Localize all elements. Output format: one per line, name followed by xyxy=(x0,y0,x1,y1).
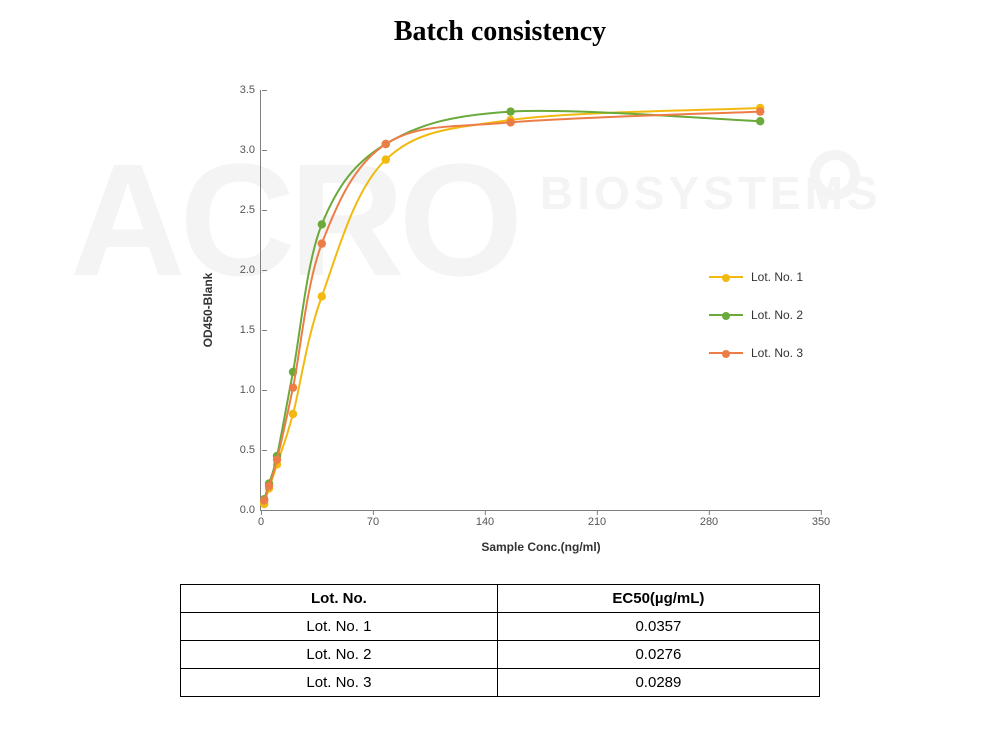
table-body: Lot. No. 10.0357Lot. No. 20.0276Lot. No.… xyxy=(181,613,820,697)
series-line xyxy=(264,108,760,504)
x-axis-label: Sample Conc.(ng/ml) xyxy=(481,540,600,554)
legend-label: Lot. No. 2 xyxy=(751,308,803,322)
table-row: Lot. No. 30.0289 xyxy=(181,669,820,697)
x-tick: 70 xyxy=(367,510,379,528)
table-cell: Lot. No. 3 xyxy=(181,669,498,697)
table-row: Lot. No. 20.0276 xyxy=(181,641,820,669)
table-cell: 0.0276 xyxy=(497,641,819,669)
legend-item: Lot. No. 2 xyxy=(709,308,803,322)
y-tick: 2.0 xyxy=(240,264,261,276)
table-cell: 0.0357 xyxy=(497,613,819,641)
series-marker xyxy=(260,496,268,504)
y-tick: 3.5 xyxy=(240,84,261,96)
x-tick: 0 xyxy=(258,510,264,528)
table-header-row: Lot. No. EC50(µg/mL) xyxy=(181,585,820,613)
x-tick: 280 xyxy=(700,510,718,528)
legend-item: Lot. No. 1 xyxy=(709,270,803,284)
series-marker xyxy=(318,292,326,300)
series-marker xyxy=(506,107,514,115)
series-marker xyxy=(265,482,273,490)
series-marker xyxy=(289,383,297,391)
y-axis-label: OD450-Blank xyxy=(201,273,215,348)
y-tick: 0.5 xyxy=(240,444,261,456)
series-marker xyxy=(756,117,764,125)
y-tick: 2.5 xyxy=(240,204,261,216)
chart: OD450-Blank Sample Conc.(ng/ml) Lot. No.… xyxy=(190,70,850,550)
series-marker xyxy=(289,410,297,418)
legend-line-icon xyxy=(709,276,743,278)
legend-line-icon xyxy=(709,314,743,316)
table-cell: 0.0289 xyxy=(497,669,819,697)
table-cell: Lot. No. 1 xyxy=(181,613,498,641)
x-tick: 350 xyxy=(812,510,830,528)
legend-item: Lot. No. 3 xyxy=(709,346,803,360)
plot-area: Sample Conc.(ng/ml) Lot. No. 1Lot. No. 2… xyxy=(260,90,821,511)
legend-line-icon xyxy=(709,352,743,354)
legend-marker-icon xyxy=(722,350,730,358)
x-tick: 140 xyxy=(476,510,494,528)
series-marker xyxy=(318,239,326,247)
ec50-table: Lot. No. EC50(µg/mL) Lot. No. 10.0357Lot… xyxy=(180,584,820,697)
x-tick: 210 xyxy=(588,510,606,528)
series-marker xyxy=(382,155,390,163)
series-marker xyxy=(382,140,390,148)
series-marker xyxy=(506,118,514,126)
series-marker xyxy=(273,455,281,463)
table-cell: Lot. No. 2 xyxy=(181,641,498,669)
table-header-lot: Lot. No. xyxy=(181,585,498,613)
legend-marker-icon xyxy=(722,312,730,320)
legend: Lot. No. 1 Lot. No. 2 Lot. No. 3 xyxy=(709,270,803,384)
series-marker xyxy=(756,107,764,115)
y-tick: 3.0 xyxy=(240,144,261,156)
table-row: Lot. No. 10.0357 xyxy=(181,613,820,641)
table-header-ec50: EC50(µg/mL) xyxy=(497,585,819,613)
series-marker xyxy=(318,220,326,228)
legend-label: Lot. No. 1 xyxy=(751,270,803,284)
series-line xyxy=(264,111,760,499)
series-line xyxy=(264,112,760,501)
legend-marker-icon xyxy=(722,274,730,282)
y-tick: 1.0 xyxy=(240,384,261,396)
y-tick: 1.5 xyxy=(240,324,261,336)
legend-label: Lot. No. 3 xyxy=(751,346,803,360)
page-title: Batch consistency xyxy=(0,16,1000,48)
